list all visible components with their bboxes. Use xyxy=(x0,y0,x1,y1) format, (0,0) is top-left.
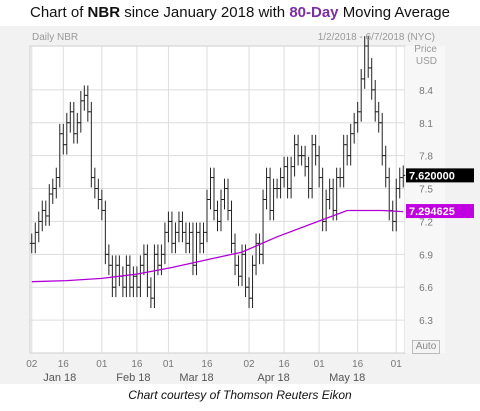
x-tick-label: 16 xyxy=(131,359,143,370)
ma-price-tag: 7.294625 xyxy=(409,206,455,218)
title-ticker: NBR xyxy=(87,4,121,21)
last-price-tag-box xyxy=(406,168,474,183)
y-tick-label: 7.8 xyxy=(419,152,433,163)
title-suffix: Moving Average xyxy=(342,4,450,21)
month-label: Jan 18 xyxy=(43,372,76,384)
month-label: May 18 xyxy=(329,372,365,384)
x-tick-label: 01 xyxy=(314,359,326,370)
y-tick-label: 6.9 xyxy=(419,250,433,261)
ma-price-tag-box xyxy=(406,204,474,219)
y-tick-label: 8.4 xyxy=(419,86,433,97)
x-tick-label: 01 xyxy=(96,359,108,370)
x-tick-label: 01 xyxy=(163,359,175,370)
y-tick-label: 8.1 xyxy=(419,119,433,130)
auto-scale-button[interactable]: Auto xyxy=(412,340,440,354)
x-tick-label: 16 xyxy=(279,359,291,370)
month-label: Apr 18 xyxy=(257,372,289,384)
currency-label: USD xyxy=(415,56,437,67)
title-ma-label: 80-Day xyxy=(289,4,339,21)
last-price-tag: 7.620000 xyxy=(409,170,455,182)
moving-average-line xyxy=(31,209,404,283)
y-tick-label: 6.3 xyxy=(419,316,433,327)
title-prefix: Chart of xyxy=(30,4,84,21)
month-label: Mar 18 xyxy=(179,372,213,384)
price-chart[interactable]: 6.3 6.6 6.9 7.2 7.5 7.8 8.1 8.4 02 16 01 16 01 16 02 16… xyxy=(0,0,480,388)
plot-area xyxy=(29,45,406,354)
x-tick-label: 02 xyxy=(26,359,38,370)
price-axis-panel xyxy=(405,46,445,353)
y-tick-label: 7.5 xyxy=(419,185,433,196)
chart-header-symbol: Daily NBR xyxy=(32,32,79,43)
x-tick-label: 01 xyxy=(391,359,403,370)
y-tick-label: 7.2 xyxy=(419,217,433,228)
chart-caption: Chart courtesy of Thomson Reuters Eikon xyxy=(128,388,352,402)
y-tick-label: 6.6 xyxy=(419,283,433,294)
price-axis-title: Price USD xyxy=(405,44,437,68)
x-tick-label: 02 xyxy=(243,359,255,370)
price-label: Price xyxy=(414,44,437,55)
month-label: Feb 18 xyxy=(116,372,150,384)
x-tick-label: 16 xyxy=(58,359,70,370)
chart-title: Chart of NBR since January 2018 with 80-… xyxy=(0,4,480,21)
title-middle: since January 2018 with xyxy=(124,4,286,21)
x-tick-label: 16 xyxy=(352,359,364,370)
chart-header-range: 1/2/2018 - 6/7/2018 (NYC) xyxy=(317,32,435,43)
x-tick-label: 16 xyxy=(201,359,213,370)
